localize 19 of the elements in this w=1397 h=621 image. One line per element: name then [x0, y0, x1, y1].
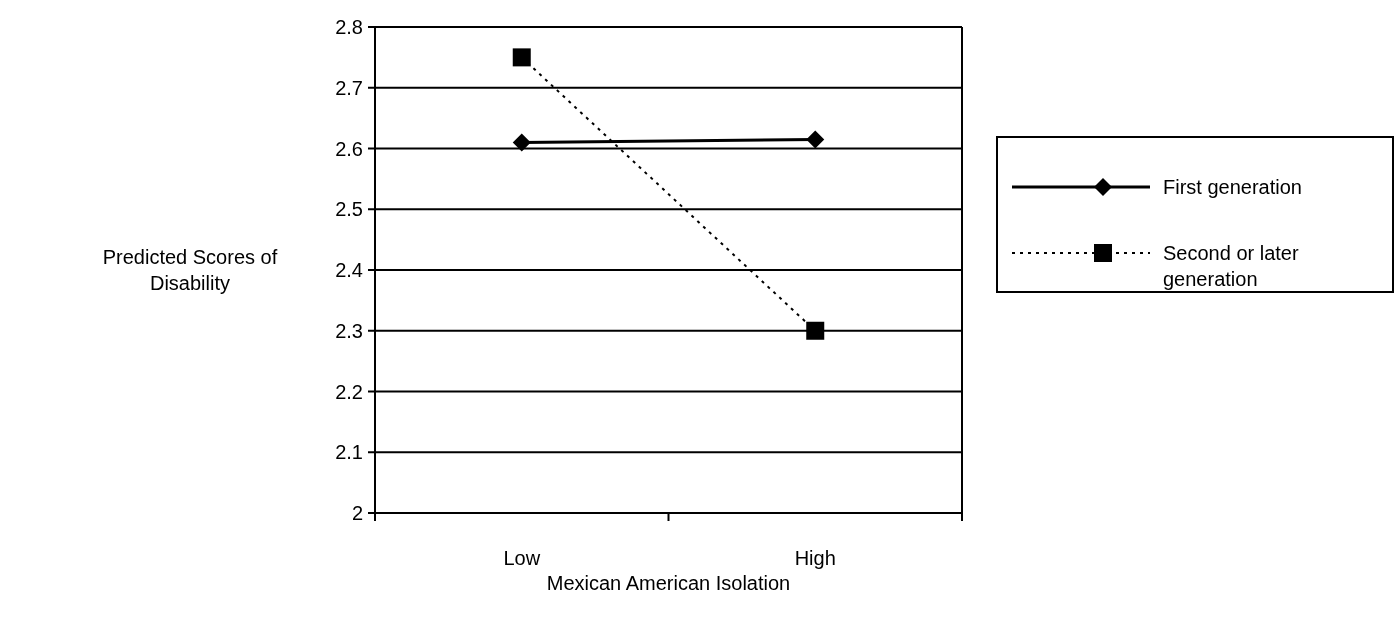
y-tick-label: 2.4: [335, 259, 363, 281]
x-axis-title: Mexican American Isolation: [546, 572, 791, 594]
point: [806, 130, 825, 149]
text: Second or later generation: [1163, 242, 1299, 290]
y-tick-label: 2.5: [335, 198, 363, 221]
y-tick-label: 2: [351, 502, 363, 524]
x-tick-label: Low: [503, 547, 541, 569]
y-tick-label: 2.6: [335, 137, 363, 160]
y-tick-label: 2.2: [335, 380, 363, 403]
point: [512, 133, 531, 152]
y-tick-label: 2.7: [335, 76, 363, 99]
point: [806, 321, 825, 340]
y-tick-label: 2.1: [335, 441, 363, 464]
y-tick-label: 2.3: [335, 319, 363, 342]
text: First generation: [1163, 176, 1302, 198]
y-axis-title: Predicted Scores of Disability: [102, 246, 278, 294]
point: [512, 48, 531, 67]
x-tick-label: High: [794, 547, 836, 569]
y-tick-label: 2.8: [335, 16, 363, 38]
